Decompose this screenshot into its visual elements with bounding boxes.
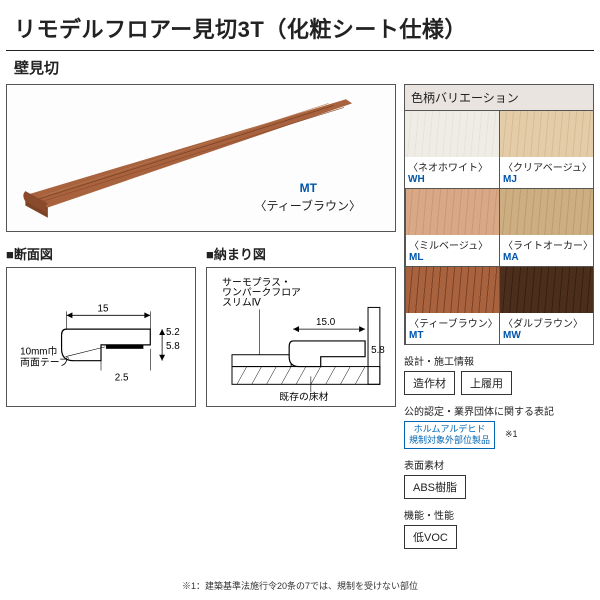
swatch-name: 〈ネオホワイト〉 [405,157,499,174]
fit-title: ■納まり図 [206,244,396,263]
swatch-MJ: 〈クリアベージュ〉MJ [499,111,593,189]
variations-title: 色柄バリエーション [404,84,594,111]
title-rule [6,50,594,51]
right-column: 色柄バリエーション 〈ネオホワイト〉WH〈クリアベージュ〉MJ〈ミルベージュ〉M… [404,84,594,549]
swatch-code: MW [500,330,593,344]
swatch-code: WH [405,174,499,188]
tag-abs: ABS樹脂 [404,475,466,499]
spec-sec1-tags: 造作材 上履用 [404,371,594,395]
spec-sec1-title: 設計・施工情報 [404,353,594,368]
spec-sec2-title: 公的認定・業界団体に関する表記 [404,403,594,418]
swatch-grid: 〈ネオホワイト〉WH〈クリアベージュ〉MJ〈ミルベージュ〉ML〈ライトオーカー〉… [404,111,594,345]
cross-section-col: ■断面図 15 [6,244,196,407]
svg-text:15.0: 15.0 [316,317,336,328]
tag-formaldehyde: ホルムアルデヒド 規制対象外部位製品 [404,421,495,449]
product-code: MT [300,181,317,195]
main-area: MT 〈ティーブラウン〉 ■断面図 [0,84,600,549]
swatch-name: 〈ミルベージュ〉 [406,235,499,252]
swatch-chip [500,267,593,313]
svg-text:既存の床材: 既存の床材 [279,390,328,403]
swatch-code: MT [406,330,499,344]
svg-text:2.5: 2.5 [115,372,129,383]
swatch-code: MJ [500,174,593,188]
footnote: ※1：建築基準法施行令20条の7では、規制を受けない部位 [0,579,600,592]
swatch-WH: 〈ネオホワイト〉WH [405,111,499,189]
spec-sec3-title: 表面素材 [404,457,594,472]
diagrams-row: ■断面図 15 [6,244,396,407]
swatch-chip [500,189,593,235]
tag-lowvoc: 低VOC [404,525,457,549]
fit-col: ■納まり図 [206,244,396,407]
swatch-code: ML [406,252,499,266]
swatch-MT: 〈ティーブラウン〉MT [405,267,499,345]
swatch-name: 〈クリアベージュ〉 [500,157,593,174]
swatch-name: 〈ライトオーカー〉 [500,235,593,252]
cross-section-title: ■断面図 [6,244,196,263]
swatch-ML: 〈ミルベージュ〉ML [405,189,499,267]
fit-svg: 15.0 5.8 サーモプラス・ワンパークフロアスリムⅣ 既存の床材 [207,268,395,406]
subtitle: 壁見切 [0,55,600,84]
swatch-name: 〈ダルブラウン〉 [500,313,593,330]
left-column: MT 〈ティーブラウン〉 ■断面図 [6,84,396,549]
product-image-box: MT 〈ティーブラウン〉 [6,84,396,232]
tag-zosaku: 造作材 [404,371,455,395]
product-name: 〈ティーブラウン〉 [254,197,361,214]
spec-sec4-title: 機能・性能 [404,507,594,522]
fit-box: 15.0 5.8 サーモプラス・ワンパークフロアスリムⅣ 既存の床材 [206,267,396,407]
swatch-MW: 〈ダルブラウン〉MW [499,267,593,345]
spec-sec2-row: ホルムアルデヒド 規制対象外部位製品 ※1 [404,421,594,449]
swatch-code: MA [500,252,593,266]
swatch-MA: 〈ライトオーカー〉MA [499,189,593,267]
svg-text:15: 15 [97,303,108,314]
svg-text:サーモプラス・ワンパークフロアスリムⅣ: サーモプラス・ワンパークフロアスリムⅣ [222,277,301,309]
tag-uwabaki: 上履用 [461,371,512,395]
svg-text:5.8: 5.8 [371,345,385,356]
swatch-chip [406,189,499,235]
cross-section-box: 15 5.8 5.2 2.5 10mm巾両面テープ [6,267,196,407]
svg-text:5.8: 5.8 [166,341,180,352]
cross-section-svg: 15 5.8 5.2 2.5 10mm巾両面テープ [7,268,195,406]
svg-text:5.2: 5.2 [166,327,180,338]
swatch-name: 〈ティーブラウン〉 [406,313,499,330]
page-title: リモデルフロアー見切3T（化粧シート仕様） [0,0,600,50]
swatch-chip [405,111,499,157]
swatch-chip [500,111,593,157]
swatch-chip [406,267,499,313]
spec-sec2-note: ※1 [505,429,518,440]
